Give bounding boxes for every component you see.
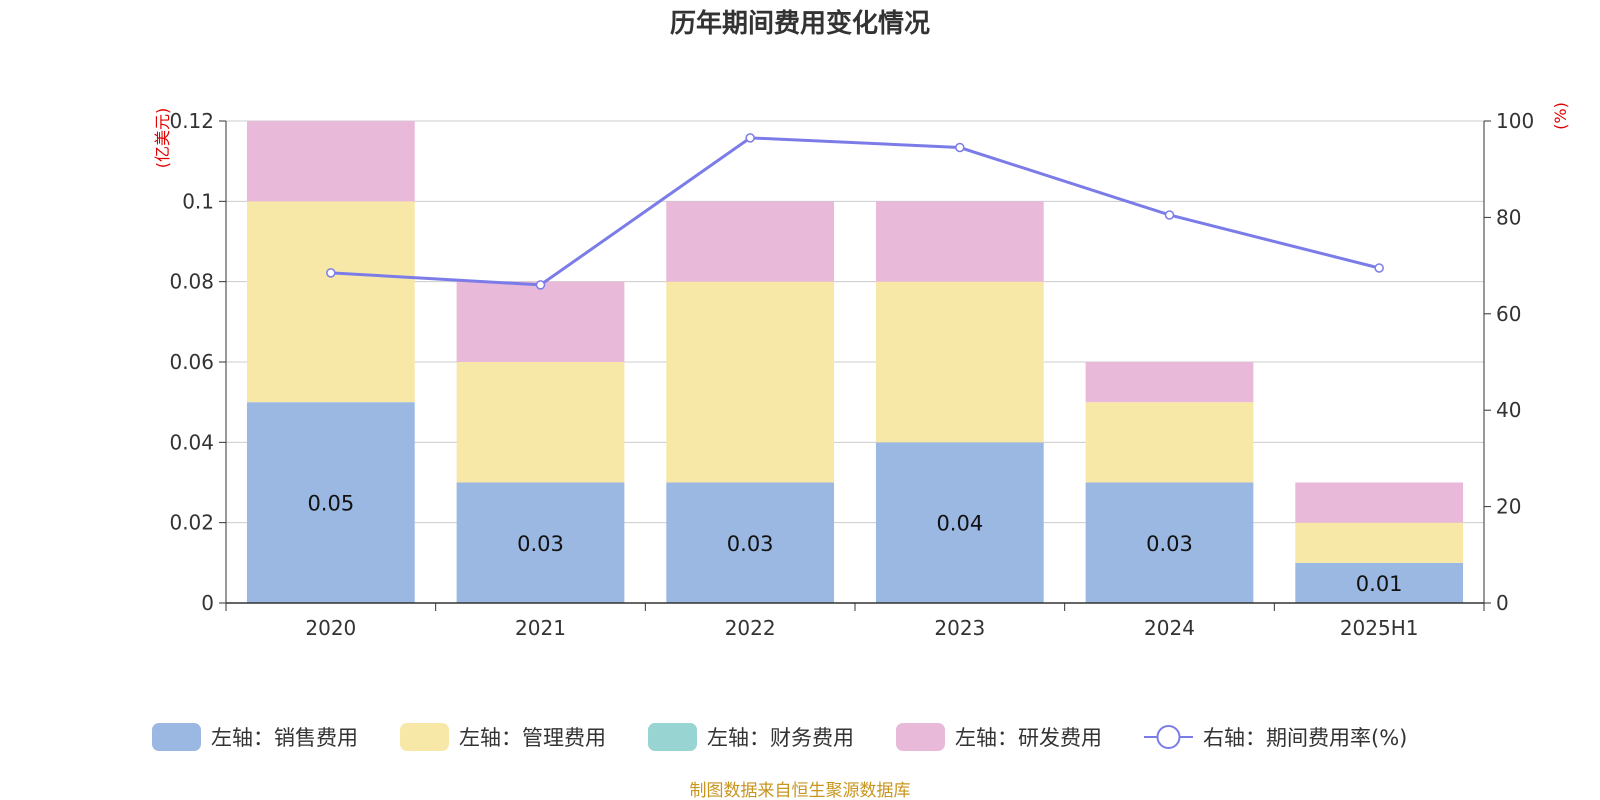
bar-segment	[246, 201, 415, 403]
right-axis-unit: (%)	[1551, 102, 1570, 130]
right-tick-label: 20	[1496, 495, 1521, 519]
legend-label: 右轴：期间费用率(%)	[1203, 726, 1407, 750]
legend-swatch	[400, 723, 449, 751]
bar-segment	[1295, 522, 1464, 563]
right-tick-label: 0	[1496, 591, 1509, 615]
right-tick-label: 100	[1496, 109, 1534, 133]
legend-marker	[1156, 725, 1181, 749]
left-axis-unit: (亿美元)	[153, 108, 172, 169]
x-tick-label: 2021	[515, 616, 566, 640]
bar-segment	[875, 201, 1044, 282]
rate-point	[326, 268, 336, 278]
bar-segment	[456, 482, 625, 603]
line-layer	[326, 133, 1384, 290]
left-tick-label: 0.1	[182, 189, 214, 213]
rate-point	[1164, 210, 1175, 220]
left-tick-label: 0.06	[169, 350, 214, 374]
bar-segment	[1085, 362, 1254, 403]
bar-segment	[1085, 402, 1254, 483]
left-tick-label: 0.08	[169, 270, 214, 294]
x-tick-label: 2024	[1144, 616, 1195, 640]
bar-segment	[666, 482, 835, 603]
bar-value-label: 0.03	[517, 532, 564, 556]
rate-point	[535, 280, 546, 290]
bar-segment	[1085, 482, 1254, 603]
rate-line	[330, 136, 1380, 287]
legend-label: 左轴：销售费用	[211, 726, 358, 750]
bar-segment	[666, 281, 835, 483]
bar-value-label: 0.04	[936, 512, 983, 536]
legend-label: 左轴：财务费用	[707, 726, 854, 750]
bar-value-label: 0.03	[727, 532, 774, 556]
bar-value-label: 0.05	[307, 492, 354, 516]
bar-segment	[875, 442, 1044, 603]
left-tick-label: 0.02	[169, 511, 214, 535]
legend: 左轴：销售费用 左轴：管理费用 左轴：财务费用 左轴：研发费用 右轴：期间费用率(%)	[152, 723, 1407, 751]
x-tick-label: 2022	[725, 616, 776, 640]
bar-segment	[246, 121, 415, 202]
chart-title: 历年期间费用变化情况	[670, 8, 930, 39]
right-tick-label: 40	[1496, 398, 1521, 422]
bar-segment	[456, 281, 625, 362]
grid-lines	[226, 120, 1484, 524]
x-tick-label: 2023	[934, 616, 985, 640]
x-tick-label: 2020	[305, 616, 356, 640]
right-tick-label: 80	[1496, 205, 1521, 229]
legend-swatch	[648, 723, 697, 751]
x-tick-label: 2025H1	[1340, 616, 1419, 640]
rate-point	[1374, 263, 1384, 273]
bar-value-label: 0.03	[1146, 532, 1193, 556]
bar-segment	[246, 402, 415, 603]
bar-segment	[1295, 562, 1464, 603]
rate-point	[745, 133, 755, 143]
legend-swatch	[152, 723, 201, 751]
rate-point	[955, 142, 965, 153]
bars-layer	[246, 121, 1464, 603]
bar-value-label: 0.01	[1356, 572, 1403, 596]
left-tick-label: 0.12	[169, 109, 214, 133]
legend-swatch	[896, 723, 945, 751]
bar-segment	[1295, 482, 1464, 523]
bar-segment	[875, 281, 1044, 443]
bar-segment	[666, 201, 835, 282]
axes-layer: 0 0.02 0.04 0.06 0.08 0.1 0.12 0 20 40 60 80 100 2020…	[169, 109, 1534, 640]
bar-segment	[456, 362, 625, 483]
legend-label: 左轴：管理费用	[459, 726, 606, 750]
bar-labels-layer: 0.05 0.03 0.03 0.04 0.03 0.01	[307, 492, 1402, 596]
left-tick-label: 0	[201, 591, 214, 615]
source-note: 制图数据来自恒生聚源数据库	[690, 781, 911, 800]
legend-label: 左轴：研发费用	[955, 726, 1102, 750]
left-tick-label: 0.04	[169, 430, 214, 454]
right-tick-label: 60	[1496, 302, 1521, 326]
